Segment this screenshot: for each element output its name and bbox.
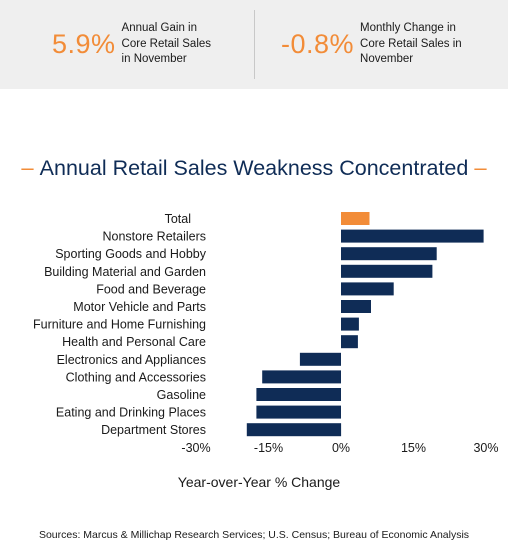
bar-2 — [341, 247, 437, 261]
category-label: Eating and Drinking Places — [56, 406, 206, 420]
title-dash-left: – — [21, 155, 34, 180]
bar-3 — [341, 264, 433, 278]
stat-label-line: in November — [121, 53, 187, 66]
chart-title: Annual Retail Sales Weakness Concentrate… — [39, 155, 469, 180]
title-dash-right: – — [474, 155, 487, 180]
stat-divider — [254, 10, 255, 79]
category-label: Food and Beverage — [96, 282, 206, 296]
bar-5 — [341, 300, 371, 313]
bar-8 — [299, 352, 341, 366]
bar-10 — [256, 388, 341, 401]
bar-6 — [341, 317, 359, 331]
bar-7 — [341, 335, 358, 349]
category-label: Clothing and Accessories — [66, 370, 206, 384]
stat-value: 5.9% — [52, 29, 116, 59]
category-label: Sporting Goods and Hobby — [55, 247, 207, 261]
x-tick-label: -15% — [254, 441, 283, 455]
stat-label-line: Monthly Change in — [360, 22, 456, 35]
x-tick-label: -30% — [181, 441, 210, 455]
stat-monthly-change: -0.8% Monthly Change in Core Retail Sale… — [281, 0, 462, 89]
bar-4 — [341, 282, 394, 296]
x-tick-label: 30% — [473, 441, 498, 455]
bar-1 — [341, 229, 484, 243]
category-label: Total — [165, 212, 191, 226]
stats-banner: 5.9% Annual Gain in Core Retail Sales in… — [0, 0, 508, 89]
category-label: Furniture and Home Furnishing — [33, 318, 206, 332]
bar-11 — [256, 405, 341, 419]
x-axis-title: Year-over-Year % Change — [178, 474, 341, 490]
category-label: Department Stores — [101, 423, 206, 437]
stat-value: -0.8% — [281, 29, 355, 59]
category-label: Health and Personal Care — [62, 335, 206, 349]
stat-label-line: Core Retail Sales in — [360, 37, 462, 50]
category-label: Building Material and Garden — [44, 265, 206, 279]
chart-title-wrap: – Annual Retail Sales Weakness Concentra… — [0, 152, 508, 184]
bar-chart: Total Nonstore Retailers Sporting Goods an… — [33, 212, 499, 490]
x-tick-label: 15% — [401, 441, 426, 455]
stat-label-line: Core Retail Sales — [121, 37, 212, 50]
bar-12 — [246, 423, 342, 437]
stat-label-line: Annual Gain in — [121, 22, 197, 35]
bar-9 — [262, 370, 341, 384]
bar-0 — [341, 212, 370, 225]
stat-annual-gain: 5.9% Annual Gain in Core Retail Sales in… — [52, 0, 211, 89]
stat-label: Annual Gain in Core Retail Sales in Nove… — [122, 21, 211, 68]
stat-label-line: November — [360, 53, 414, 66]
category-label: Nonstore Retailers — [102, 230, 206, 244]
stat-label: Monthly Change in Core Retail Sales in N… — [360, 21, 462, 68]
category-label: Electronics and Appliances — [57, 353, 206, 367]
category-label: Gasoline — [157, 388, 206, 402]
x-tick-label: 0% — [332, 441, 350, 455]
sources-note: Sources: Marcus & Millichap Research Ser… — [38, 529, 470, 541]
category-label: Motor Vehicle and Parts — [73, 300, 206, 314]
